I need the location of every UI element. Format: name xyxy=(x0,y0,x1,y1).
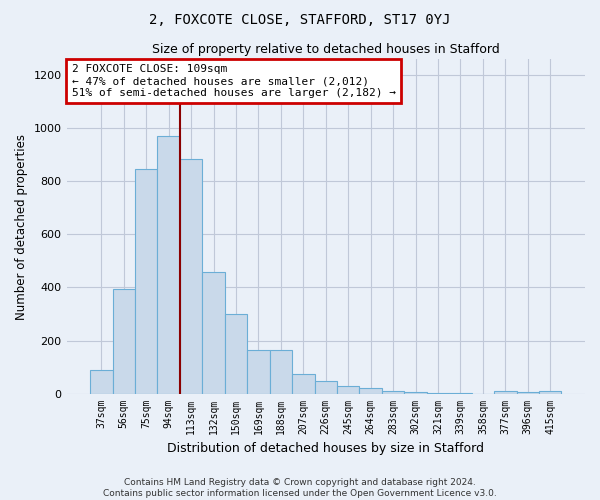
Bar xyxy=(269,350,292,394)
Bar xyxy=(427,393,449,394)
Y-axis label: Number of detached properties: Number of detached properties xyxy=(15,134,28,320)
Bar xyxy=(517,392,539,394)
Bar xyxy=(157,136,180,394)
Bar xyxy=(382,391,404,394)
Bar xyxy=(359,388,382,394)
Bar xyxy=(113,289,135,394)
Text: Contains HM Land Registry data © Crown copyright and database right 2024.
Contai: Contains HM Land Registry data © Crown c… xyxy=(103,478,497,498)
Title: Size of property relative to detached houses in Stafford: Size of property relative to detached ho… xyxy=(152,42,500,56)
Bar xyxy=(494,392,517,394)
Bar xyxy=(247,350,269,394)
Bar xyxy=(314,381,337,394)
Bar xyxy=(180,159,202,394)
Bar xyxy=(404,392,427,394)
Bar xyxy=(90,370,113,394)
Text: 2 FOXCOTE CLOSE: 109sqm
← 47% of detached houses are smaller (2,012)
51% of semi: 2 FOXCOTE CLOSE: 109sqm ← 47% of detache… xyxy=(72,64,396,98)
Bar xyxy=(539,392,562,394)
Bar xyxy=(449,393,472,394)
X-axis label: Distribution of detached houses by size in Stafford: Distribution of detached houses by size … xyxy=(167,442,484,455)
Bar xyxy=(337,386,359,394)
Bar xyxy=(292,374,314,394)
Bar xyxy=(202,272,225,394)
Bar xyxy=(225,314,247,394)
Text: 2, FOXCOTE CLOSE, STAFFORD, ST17 0YJ: 2, FOXCOTE CLOSE, STAFFORD, ST17 0YJ xyxy=(149,12,451,26)
Bar xyxy=(135,170,157,394)
